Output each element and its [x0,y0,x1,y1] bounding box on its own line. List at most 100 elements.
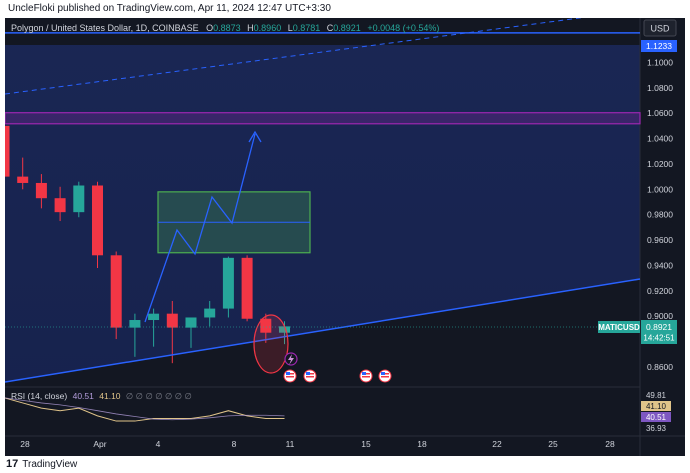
rsi-placeholders: ∅ ∅ ∅ ∅ ∅ ∅ ∅ [126,391,192,401]
candle-12[interactable] [222,256,234,318]
candle-body-15 [279,326,290,333]
projection-arrowhead [248,130,262,143]
candle-body-4 [73,185,85,213]
price-tick-9: 0.9200 [647,286,673,296]
low-value: 0.8781 [293,23,321,33]
candle-body-7 [129,320,141,328]
highlight-ellipse [253,314,289,374]
time-tick-2: 4 [156,439,161,449]
price-tick-11: 0.8600 [647,362,673,372]
currency-button[interactable] [643,19,677,37]
candle-body-12 [222,257,234,309]
candle-2[interactable] [35,174,47,209]
candle-body-13 [241,257,253,319]
candle-body-11 [204,308,216,318]
candle-11[interactable] [204,300,216,327]
candle-body-10 [185,317,197,328]
candle-7[interactable] [129,313,141,357]
open-label: O [206,23,213,33]
support-trendline [4,278,641,383]
time-tick-0: 28 [20,439,30,449]
candle-body-8 [148,313,160,321]
rsi-badge-0: 49.81 [641,390,671,400]
price-tick-5: 1.0000 [647,184,673,194]
candle-3[interactable] [54,186,66,222]
high-value: 0.8960 [254,23,282,33]
time-tick-4: 11 [286,439,295,449]
price-tick-8: 0.9400 [647,260,673,270]
time-tick-6: 18 [417,439,427,449]
rsi-value-1: 40.51 [73,391,95,401]
candle-4[interactable] [73,181,85,218]
lightning-icon[interactable] [284,352,298,366]
price-tick-0: 1.1000 [647,57,673,67]
svg-text:Polygon / United States Dollar: Polygon / United States Dollar, 1D, COIN… [11,23,439,33]
open-value: 0.8873 [213,23,241,33]
candle-body-0 [0,125,10,177]
currency-label: USD [650,24,670,34]
rsi-ma-line [3,397,285,421]
candle-9[interactable] [166,300,178,364]
candle-body-3 [54,198,66,213]
candle-14[interactable] [260,313,272,343]
rsi-badge-1: 41.10 [641,401,671,411]
us-flag-icon[interactable] [283,369,297,383]
low-label: L [288,23,293,33]
us-flag-icon[interactable] [359,369,373,383]
time-tick-3: 8 [232,439,237,449]
time-tick-8: 25 [548,439,558,449]
publish-caption: UncleFloki published on TradingView.com,… [8,3,331,14]
rsi-badge-2: 40.51 [641,412,671,422]
candle-body-14 [260,318,272,333]
purple-resistance-zone [4,112,641,125]
symbol-title: Polygon / United States Dollar, 1D, COIN… [11,23,199,33]
projection-path [144,133,256,323]
price-badge-1233: 1.1233 [641,40,677,52]
candle-6[interactable] [110,251,122,340]
candle-13[interactable] [241,255,253,322]
candle-1[interactable] [17,157,29,190]
candle-body-5 [92,185,103,256]
chart-svg[interactable]: Polygon / United States Dollar, 1D, COIN… [0,9,685,456]
svg-text:MATICUSD: MATICUSD [598,323,640,332]
time-tick-9: 28 [605,439,615,449]
svg-text:49.81: 49.81 [646,391,667,400]
legend-header: Polygon / United States Dollar, 1D, COIN… [11,23,439,33]
price-tick-10: 0.9000 [647,311,673,321]
close-value: 0.8921 [333,23,361,33]
candle-body-1 [17,176,29,183]
candle-5[interactable] [92,181,103,268]
candle-body-2 [35,182,47,199]
tradingview-logo-icon: 17 [6,458,19,470]
time-tick-5: 15 [361,439,371,449]
candle-body-6 [110,255,122,328]
rsi-legend: RSI (14, close) 40.51 41.10 ∅ ∅ ∅ ∅ ∅ ∅ … [11,391,192,401]
svg-text:0.8921: 0.8921 [646,322,672,332]
rsi-badge-3: 36.93 [641,423,671,433]
svg-text:1.1233: 1.1233 [646,41,672,51]
us-flag-icon[interactable] [303,369,317,383]
price-tick-6: 0.9800 [647,210,673,220]
price-tick-4: 1.0200 [647,159,673,169]
us-flag-icon[interactable] [378,369,392,383]
price-tick-1: 1.0800 [647,83,673,93]
price-tick-2: 1.0600 [647,108,673,118]
svg-text:14:42:51: 14:42:51 [643,334,675,343]
dashed-channel-line [4,9,641,95]
chart-frame[interactable]: Polygon / United States Dollar, 1D, COIN… [0,9,685,456]
high-label: H [247,23,254,33]
last-price-badge: 0.8921 14:42:51 [641,320,677,344]
rsi-line [3,397,285,422]
close-label: C [327,23,334,33]
time-tick-1: Apr [93,439,106,449]
rsi-background [5,388,640,436]
symbol-badge: MATICUSD [598,321,640,333]
candle-10[interactable] [185,317,197,348]
blue-shaded-zone [5,45,640,382]
footer: 17 TradingView [6,456,77,472]
time-tick-7: 22 [492,439,502,449]
rsi-value-2: 41.10 [99,391,121,401]
candle-8[interactable] [148,308,160,347]
svg-text:41.10: 41.10 [646,402,667,411]
price-tick-3: 1.0400 [647,134,673,144]
